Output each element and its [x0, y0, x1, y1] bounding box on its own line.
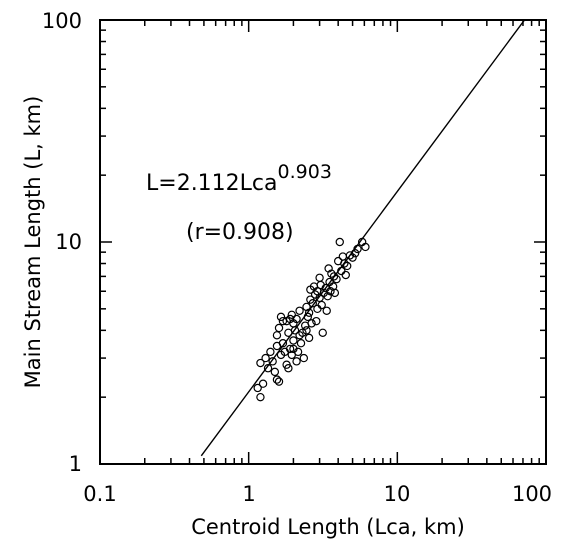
data-point — [329, 272, 339, 281]
y-axis-title: Main Stream Length (L, km) — [21, 96, 45, 389]
data-point — [295, 331, 304, 340]
data-point — [287, 310, 296, 319]
data-point — [256, 358, 265, 368]
x-tick-label-100: 100 — [512, 482, 552, 506]
data-point — [296, 339, 306, 348]
data-point — [274, 377, 284, 386]
data-point — [270, 367, 280, 377]
data-point — [268, 357, 277, 366]
data-point — [342, 261, 352, 271]
data-point — [299, 353, 309, 363]
plot-frame — [99, 19, 547, 465]
data-point — [322, 306, 331, 315]
data-point — [350, 249, 360, 258]
data-point — [308, 299, 317, 308]
data-point — [266, 347, 275, 357]
data-point — [253, 383, 262, 393]
ticks-layer — [99, 20, 546, 465]
data-point — [274, 323, 284, 333]
data-point — [324, 264, 333, 273]
data-point — [326, 287, 335, 296]
fit-layer — [200, 20, 526, 457]
data-point — [338, 252, 348, 261]
data-point — [284, 364, 293, 373]
data-point — [312, 316, 321, 326]
equation-exponent: 0.903 — [278, 161, 332, 183]
data-point — [323, 291, 332, 301]
data-point — [256, 392, 265, 402]
data-point — [306, 285, 315, 294]
data-point — [313, 304, 322, 314]
y-tick-label-1: 1 — [69, 452, 82, 476]
data-point — [303, 312, 313, 322]
data-point — [292, 357, 301, 366]
points-layer — [253, 237, 370, 402]
data-point — [353, 244, 362, 254]
data-point — [307, 319, 316, 328]
data-point — [285, 314, 295, 324]
y-tick-label-10: 10 — [55, 230, 82, 254]
equation-base: L=2.112Lca — [146, 171, 278, 196]
data-point — [335, 237, 344, 247]
equation-annotation: L=2.112Lca0.903 — [146, 161, 332, 196]
data-point — [361, 242, 370, 252]
data-point — [289, 336, 298, 345]
data-point — [298, 328, 307, 337]
regression-line — [200, 20, 526, 457]
data-point — [272, 331, 282, 340]
data-point — [330, 288, 340, 298]
data-point — [341, 270, 350, 280]
data-point — [318, 328, 327, 337]
data-point — [263, 364, 273, 373]
x-tick-label-10: 10 — [384, 482, 411, 506]
data-point — [258, 379, 268, 388]
x-tick-label-1: 1 — [242, 482, 255, 506]
data-point — [302, 326, 311, 335]
data-point — [289, 344, 298, 354]
data-point — [280, 347, 289, 357]
data-point — [295, 306, 304, 315]
y-tick-label-100: 100 — [42, 9, 82, 33]
data-point — [304, 308, 314, 317]
data-point — [272, 375, 282, 384]
data-point — [276, 312, 286, 322]
data-point — [272, 341, 282, 351]
correlation-annotation: (r=0.908) — [186, 220, 294, 245]
x-tick-label-0.1: 0.1 — [83, 482, 116, 506]
data-point — [261, 353, 270, 363]
x-axis-title: Centroid Length (Lca, km) — [191, 515, 465, 539]
data-point — [332, 274, 341, 284]
data-point — [304, 333, 314, 343]
data-point — [348, 253, 357, 262]
data-point — [315, 273, 324, 282]
